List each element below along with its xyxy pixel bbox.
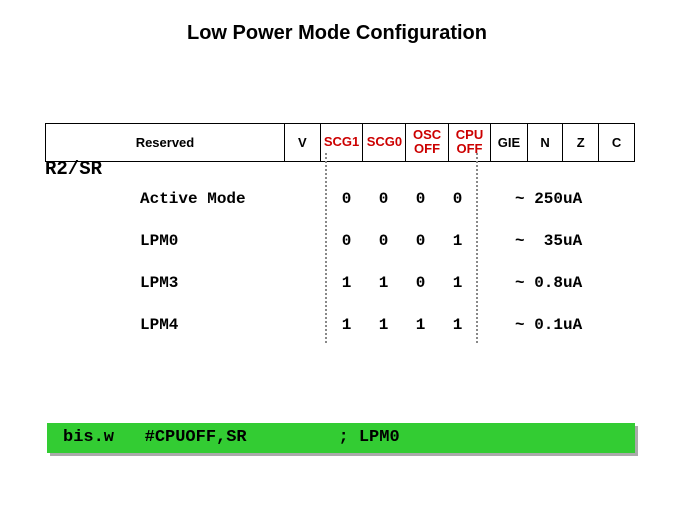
header-osc-off: OSCOFF (406, 124, 448, 162)
mode-label: Active Mode (140, 190, 340, 208)
bit-value: 0 (402, 274, 439, 292)
mode-current: ~ 35uA (515, 232, 582, 250)
code-line: bis.w #CPUOFF,SR ; LPM0 (47, 423, 635, 453)
header-scg0: SCG0 (363, 124, 406, 162)
bit-value: 0 (402, 190, 439, 208)
bit-value: 0 (365, 232, 402, 250)
bit-value: 0 (328, 232, 365, 250)
header-v: V (284, 124, 320, 162)
header-z: Z (563, 124, 599, 162)
bit-value: 1 (439, 274, 476, 292)
bit-value: 0 (402, 232, 439, 250)
header-gie: GIE (491, 124, 527, 162)
bit-value: 1 (328, 274, 365, 292)
mode-current: ~ 0.8uA (515, 274, 582, 292)
status-register-header: Reserved V SCG1 SCG0 OSCOFF CPUOFF GIE N… (45, 123, 635, 162)
bit-value: 1 (402, 316, 439, 334)
bit-value: 1 (439, 232, 476, 250)
mode-bits: 1101 (328, 274, 476, 292)
bit-value: 0 (439, 190, 476, 208)
mode-label: LPM0 (140, 232, 340, 250)
bit-value: 1 (365, 316, 402, 334)
header-n: N (527, 124, 563, 162)
bit-value: 1 (365, 274, 402, 292)
mode-current: ~ 0.1uA (515, 316, 582, 334)
register-label: R2/SR (45, 158, 102, 180)
bit-value: 0 (328, 190, 365, 208)
mode-bits: 0000 (328, 190, 476, 208)
mode-current: ~ 250uA (515, 190, 582, 208)
bit-value: 0 (365, 190, 402, 208)
mode-label: LPM4 (140, 316, 340, 334)
dotted-line-left (325, 153, 327, 343)
header-reserved: Reserved (46, 124, 285, 162)
header-c: C (599, 124, 635, 162)
dotted-line-right (476, 153, 478, 343)
mode-bits: 1111 (328, 316, 476, 334)
bit-value: 1 (439, 316, 476, 334)
header-cpu-off: CPUOFF (448, 124, 490, 162)
mode-bits: 0001 (328, 232, 476, 250)
bit-value: 1 (328, 316, 365, 334)
page-title: Low Power Mode Configuration (0, 22, 674, 45)
mode-label: LPM3 (140, 274, 340, 292)
